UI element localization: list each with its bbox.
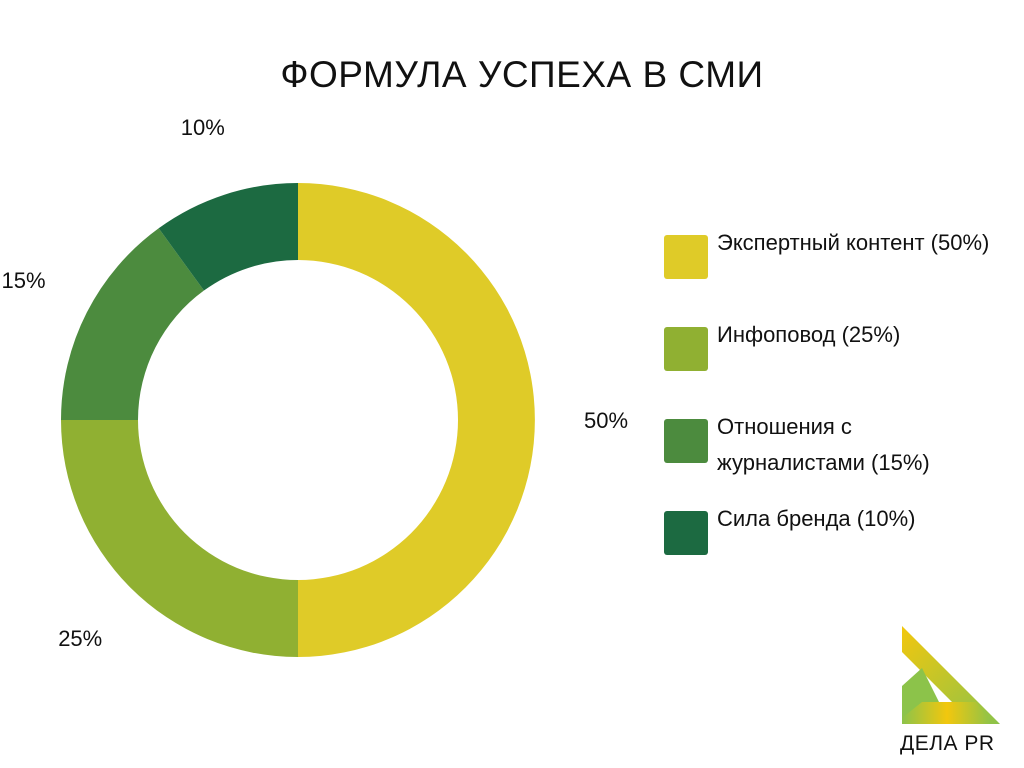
logo-text: ДЕЛА PR (900, 732, 995, 755)
legend-label: Отношения с журналистами (15%) (717, 414, 930, 475)
brand-logo: ДЕЛА PR (900, 624, 1004, 756)
legend-label: Сила бренда (10%) (717, 506, 916, 531)
legend-swatch (664, 511, 708, 555)
donut-slice (61, 420, 298, 657)
legend-item: Сила бренда (10%) (664, 501, 1004, 593)
legend-item: Отношения с журналистами (15%) (664, 409, 1004, 501)
data-label: 10% (181, 115, 225, 140)
donut-slice (298, 183, 535, 657)
legend-swatch (664, 327, 708, 371)
data-label: 25% (58, 626, 102, 651)
legend-swatch (664, 419, 708, 463)
data-label: 50% (584, 408, 628, 433)
legend-label: Экспертный контент (50%) (717, 230, 990, 255)
legend: Экспертный контент (50%) Инфоповод (25%)… (664, 225, 1004, 593)
legend-item: Инфоповод (25%) (664, 317, 1004, 409)
legend-item: Экспертный контент (50%) (664, 225, 1004, 317)
legend-label: Инфоповод (25%) (717, 322, 901, 347)
legend-swatch (664, 235, 708, 279)
donut-slice (61, 228, 204, 420)
chart-title: ФОРМУЛА УСПЕХА В СМИ (280, 54, 764, 95)
data-label: 15% (2, 268, 46, 293)
donut-slice (158, 183, 298, 291)
logo-mark-icon (902, 626, 1000, 724)
